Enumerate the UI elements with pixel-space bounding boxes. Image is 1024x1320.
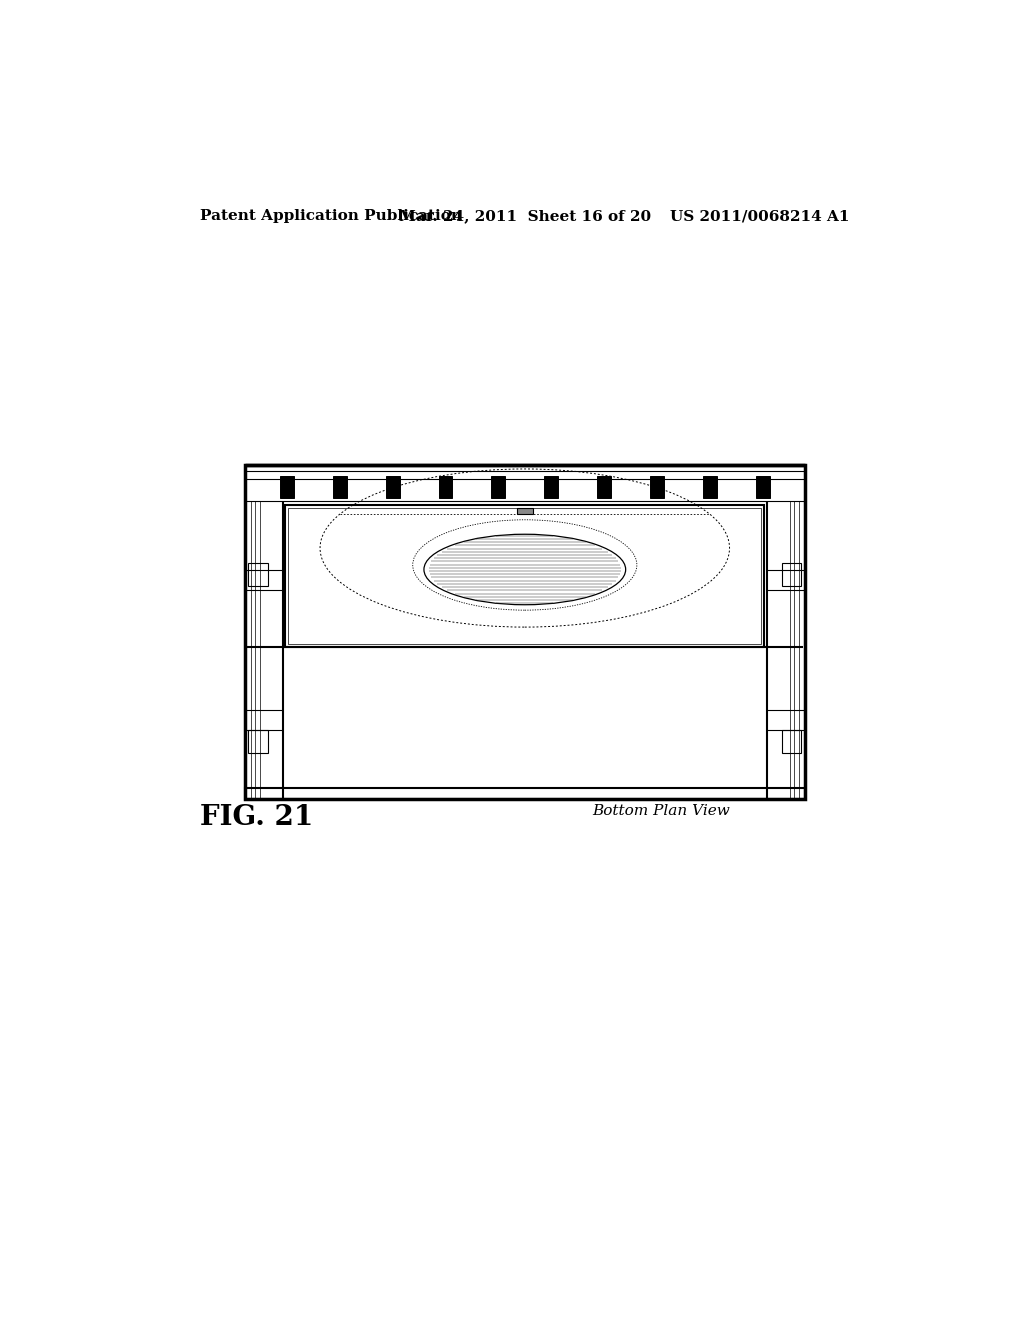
Bar — [545, 477, 558, 498]
Bar — [782, 730, 801, 752]
Bar — [702, 477, 717, 498]
Bar — [597, 477, 611, 498]
Text: Patent Application Publication: Patent Application Publication — [200, 209, 462, 223]
Text: US 2011/0068214 A1: US 2011/0068214 A1 — [671, 209, 850, 223]
Bar — [286, 506, 764, 647]
Bar — [245, 465, 805, 799]
Bar — [438, 477, 453, 498]
Bar — [517, 508, 532, 515]
Bar — [650, 477, 664, 498]
Text: FIG. 21: FIG. 21 — [200, 804, 313, 830]
Text: Mar. 24, 2011  Sheet 16 of 20: Mar. 24, 2011 Sheet 16 of 20 — [398, 209, 651, 223]
Bar — [245, 788, 805, 799]
Bar — [249, 562, 267, 586]
Bar — [333, 477, 347, 498]
Bar — [289, 508, 761, 644]
Bar — [249, 730, 267, 752]
Bar — [386, 477, 399, 498]
Bar — [782, 562, 801, 586]
Text: Bottom Plan View: Bottom Plan View — [593, 804, 730, 817]
Ellipse shape — [424, 535, 626, 605]
Bar — [492, 477, 505, 498]
Bar — [280, 477, 294, 498]
Bar — [756, 477, 770, 498]
